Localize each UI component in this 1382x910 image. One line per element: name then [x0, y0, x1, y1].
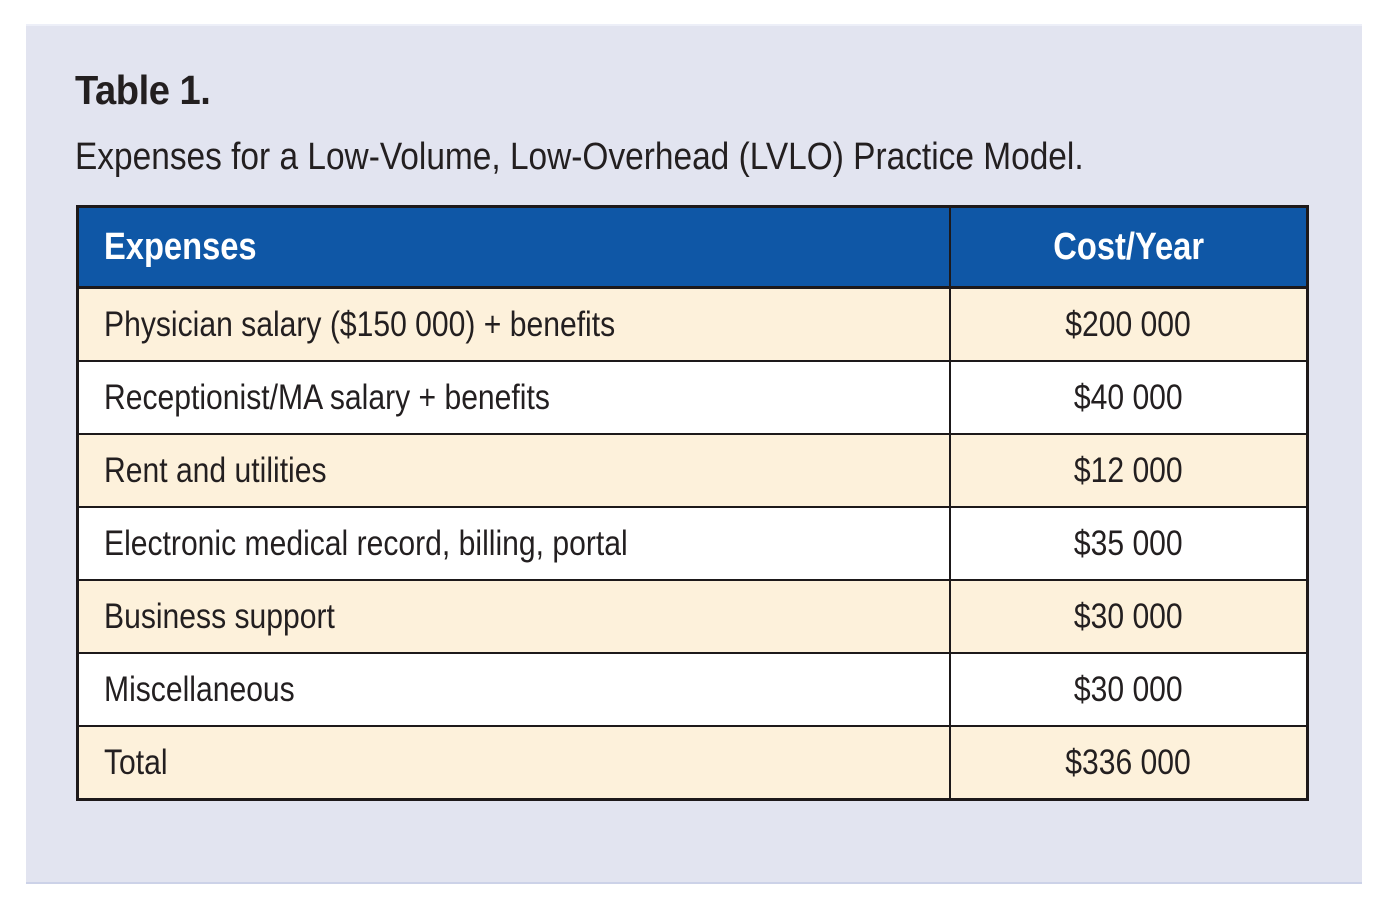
expense-label: Business support [104, 596, 335, 636]
table-caption-text: Expenses for a Low-Volume, Low-Overhead … [75, 136, 1084, 178]
column-header-expenses-label: Expenses [104, 225, 257, 268]
table-row: Rent and utilities $12 000 [76, 433, 1309, 508]
expense-label: Electronic medical record, billing, port… [104, 523, 628, 563]
cost-value: $30 000 [1073, 669, 1183, 709]
cost-value: $35 000 [1073, 523, 1183, 563]
expense-cell: Electronic medical record, billing, port… [76, 506, 951, 581]
column-header-expenses: Expenses [76, 205, 951, 289]
cost-cell: $35 000 [948, 506, 1309, 581]
table-row: Receptionist/MA salary + benefits $40 00… [76, 360, 1309, 435]
table-row: Electronic medical record, billing, port… [76, 506, 1309, 581]
cost-value: $200 000 [1065, 304, 1192, 344]
expense-cell: Miscellaneous [76, 652, 951, 727]
expense-cell: Rent and utilities [76, 433, 951, 508]
table-label: Table 1. [75, 66, 221, 114]
cost-value: $40 000 [1073, 377, 1183, 417]
expense-cell: Receptionist/MA salary + benefits [76, 360, 951, 435]
column-header-cost-year-label: Cost/Year [1052, 225, 1204, 268]
expenses-table-container: Expenses Cost/Year Physician salary ($15… [76, 205, 1309, 801]
cost-cell: $30 000 [948, 652, 1309, 727]
table-row-total: Total $336 000 [76, 725, 1309, 801]
column-header-cost-year: Cost/Year [948, 205, 1309, 289]
expense-label: Receptionist/MA salary + benefits [104, 377, 550, 417]
cost-cell: $336 000 [948, 725, 1309, 801]
cost-cell: $12 000 [948, 433, 1309, 508]
cost-cell: $30 000 [948, 579, 1309, 654]
header-row: Expenses Cost/Year [76, 205, 1309, 289]
expense-label: Rent and utilities [104, 450, 327, 490]
cost-cell: $200 000 [948, 286, 1309, 362]
expense-cell: Total [76, 725, 951, 801]
cost-value: $12 000 [1073, 450, 1183, 490]
table-label-text: Table 1. [75, 67, 211, 113]
cost-value: $336 000 [1065, 742, 1192, 782]
expense-cell: Physician salary ($150 000) + benefits [76, 286, 951, 362]
cost-cell: $40 000 [948, 360, 1309, 435]
table-row: Business support $30 000 [76, 579, 1309, 654]
expense-label: Physician salary ($150 000) + benefits [104, 304, 616, 344]
expense-label: Miscellaneous [104, 669, 295, 709]
cost-value: $30 000 [1073, 596, 1183, 636]
table-caption: Expenses for a Low-Volume, Low-Overhead … [75, 134, 1221, 180]
expense-cell: Business support [76, 579, 951, 654]
table-row: Miscellaneous $30 000 [76, 652, 1309, 727]
expense-label: Total [104, 742, 168, 782]
expenses-table: Expenses Cost/Year Physician salary ($15… [76, 205, 1309, 801]
table-row: Physician salary ($150 000) + benefits $… [76, 286, 1309, 362]
